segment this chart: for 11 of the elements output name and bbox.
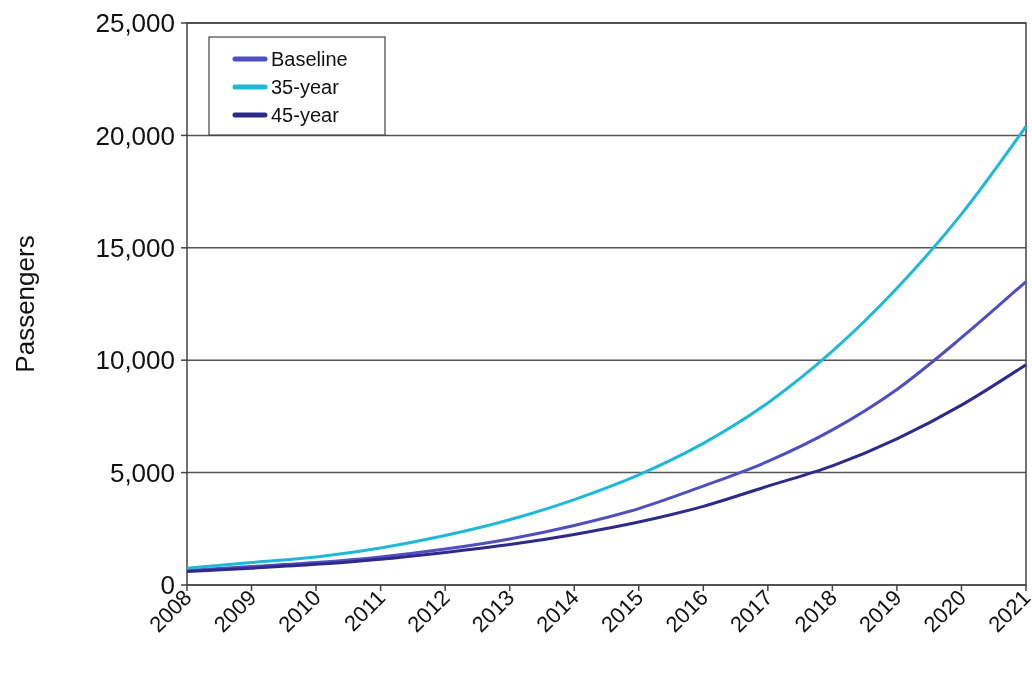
line-series (185, 124, 1028, 570)
y-tick-label: 5,000 (109, 457, 175, 488)
y-axis-title: Passengers (10, 235, 40, 373)
y-tick-label: 20,000 (95, 120, 175, 151)
y-tick-label: 10,000 (95, 345, 175, 376)
legend-label: Baseline (271, 48, 348, 70)
line-series (185, 363, 1028, 574)
y-tick-label: 15,000 (95, 232, 175, 263)
legend-label: 35-year (271, 76, 340, 98)
legend-label: 45-year (271, 104, 340, 126)
y-tick-label: 25,000 (95, 8, 175, 39)
